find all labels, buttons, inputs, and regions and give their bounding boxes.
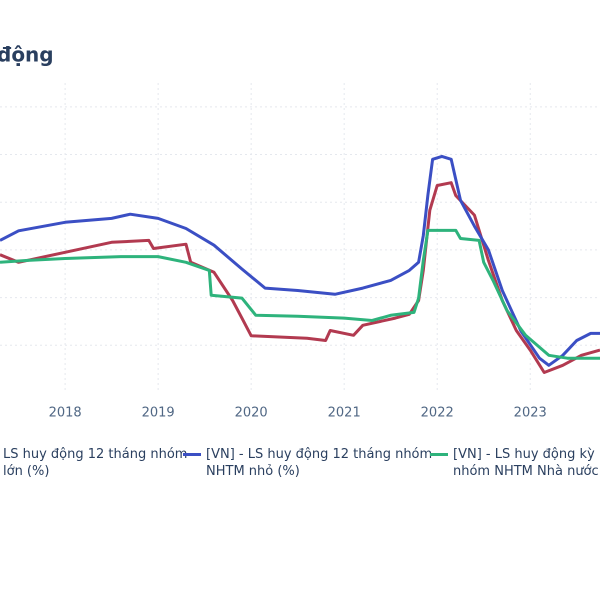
line — [0, 181, 600, 374]
legend-label: [VN] - LS huy động kỳ h nhóm NHTM Nhà nư… — [453, 447, 600, 479]
legend-label: LS huy động 12 tháng nhóm lớn (%) — [3, 447, 188, 479]
legend-label: [VN] - LS huy động 12 tháng nhóm NHTM nh… — [206, 447, 433, 479]
legend-swatch — [183, 453, 201, 456]
x-tick-label: 2020 — [235, 406, 268, 421]
x-tick-label: 2023 — [514, 406, 547, 421]
x-tick-label: 2022 — [421, 406, 454, 421]
line — [0, 228, 600, 360]
x-tick-label: 2018 — [49, 406, 82, 421]
chart-title: động — [0, 43, 54, 67]
x-tick-label: 2021 — [328, 406, 361, 421]
legend-swatch — [430, 453, 448, 456]
line — [0, 154, 600, 367]
x-tick-label: 2019 — [142, 406, 175, 421]
